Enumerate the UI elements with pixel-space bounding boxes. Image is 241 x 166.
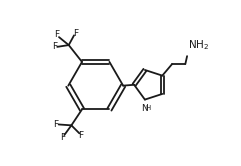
Text: N: N [141,104,147,113]
Text: F: F [54,120,59,129]
Text: F: F [52,42,57,51]
Text: H: H [145,105,151,111]
Text: F: F [73,29,78,38]
Text: F: F [54,31,60,40]
Text: NH$_2$: NH$_2$ [188,38,209,52]
Text: F: F [60,133,65,142]
Text: F: F [79,131,84,140]
